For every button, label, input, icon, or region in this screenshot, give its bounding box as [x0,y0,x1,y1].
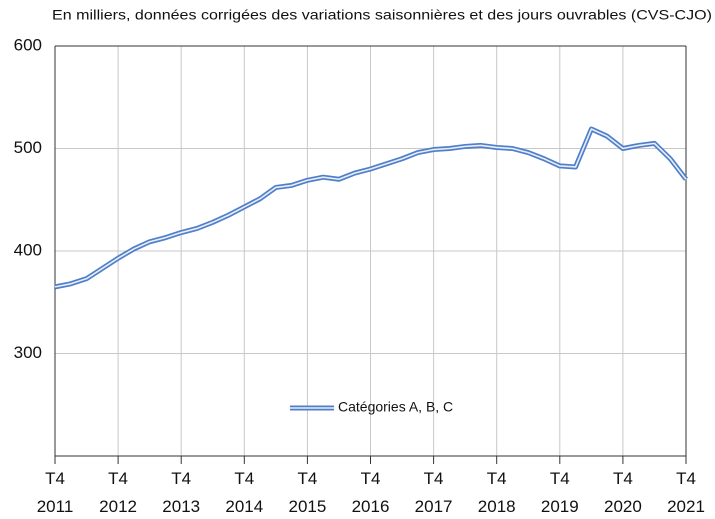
x-tick-label-line: T4 [108,469,128,488]
legend-label: Catégories A, B, C [338,399,453,415]
x-tick-label-line: 2015 [288,497,326,516]
x-tick-label-line: 2019 [541,497,579,516]
x-tick-label-line: T4 [424,469,444,488]
y-tick-label: 400 [14,240,42,259]
chart-title: En milliers, données corrigées des varia… [52,7,712,23]
x-tick-label: T4 2019 [541,469,579,516]
x-tick-label: T4 2018 [478,469,516,516]
x-tick-label-line: T4 [45,469,65,488]
x-tick-label: T4 2012 [99,469,137,516]
x-tick-label-line: 2021 [667,497,705,516]
x-tick-label-line: 2012 [99,497,137,516]
x-tick-label-line: T4 [297,469,317,488]
x-tick-label-line: T4 [171,469,191,488]
x-tick-label-line: 2017 [415,497,453,516]
x-tick-label-line: 2018 [478,497,516,516]
y-tick-label: 500 [14,138,42,157]
series-line-highlight [54,128,687,288]
x-tick-label-line: T4 [613,469,633,488]
x-tick-label-line: 2011 [37,497,74,516]
x-tick-label-line: T4 [361,469,381,488]
x-tick-label-line: 2013 [162,497,200,516]
x-tick-label-line: 2014 [225,497,263,516]
x-tick-label-line: 2020 [604,497,642,516]
x-tick-label-line: T4 [550,469,570,488]
x-tick-label-line: T4 [676,469,696,488]
x-tick-label-line: T4 [487,469,507,488]
x-tick-label: T4 2017 [415,469,453,516]
x-tick-label-line: T4 [234,469,254,488]
y-tick-label: 300 [14,343,42,362]
x-tick-label: T4 2013 [162,469,200,516]
x-tick-label: T4 2014 [225,469,263,516]
x-tick-label: T4 2016 [352,469,390,516]
x-tick-label: T4 2020 [604,469,642,516]
x-tick-label: T4 2011 [37,469,74,516]
x-tick-label: T4 2015 [288,469,326,516]
x-tick-label: T4 2021 [667,469,705,516]
y-tick-label: 600 [14,35,42,54]
x-tick-label-line: 2016 [352,497,390,516]
